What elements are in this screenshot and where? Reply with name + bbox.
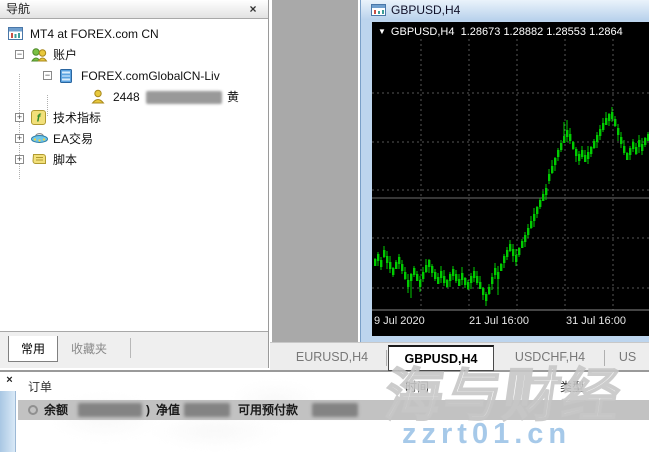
mt4-icon	[8, 26, 24, 47]
navigator-bottom-tabs: 常用 收藏夹	[0, 331, 268, 368]
orders-column-header[interactable]: 类型	[560, 380, 585, 394]
tree-connector	[19, 74, 20, 179]
free-margin-label: 可用预付款	[238, 403, 299, 417]
user-icon	[91, 89, 105, 110]
nav-tab-common[interactable]: 常用	[8, 336, 58, 362]
close-icon[interactable]: ×	[6, 374, 13, 386]
navigator-panel: 导航 × MT4 at FOREX.com CN − 账户 − FOREX.comGlo…	[0, 0, 269, 368]
script-icon	[31, 152, 47, 172]
tab-separator	[130, 338, 131, 358]
chart-window-titlebar[interactable]: GBPUSD,H4	[361, 0, 649, 20]
tree-item-label: FOREX.comGlobalCN-Liv	[81, 69, 220, 83]
redacted-balance-value	[78, 403, 142, 417]
chart-tab-gbpusdh4[interactable]: GBPUSD,H4	[388, 345, 494, 371]
svg-text:f: f	[37, 113, 42, 125]
terminal-side-strip	[0, 391, 16, 452]
account-summary-row[interactable]: 余额 ) 净值 可用预付款	[18, 400, 649, 420]
tree-item-label: 账户	[53, 48, 78, 62]
nav-tab-favorites[interactable]: 收藏夹	[70, 342, 107, 356]
chart-tab-bar: EURUSD,H4 GBPUSD,H4 USDCHF,H4 US	[270, 342, 649, 371]
chart-window-frame	[361, 336, 649, 342]
tree-item-server[interactable]: − FOREX.comGlobalCN-Liv	[0, 66, 268, 86]
svg-text:9 Jul 2020: 9 Jul 2020	[374, 315, 425, 327]
tab-separator	[386, 350, 387, 366]
close-icon[interactable]: ×	[249, 2, 257, 16]
balance-label: 余额	[44, 403, 69, 417]
chart-plot-area[interactable]: ▼ GBPUSD,H4 1.28673 1.28882 1.28553 1.286…	[372, 22, 649, 336]
navigator-header[interactable]: 导航 ×	[0, 0, 268, 19]
tree-connector	[47, 95, 48, 116]
chart-window: GBPUSD,H4 ▼ GBPUSD,H4 1.28673 1.28882 1.2…	[360, 0, 649, 342]
redacted-account-number	[146, 91, 222, 104]
chart-tab-usdchfh4[interactable]: USDCHF,H4	[514, 350, 586, 364]
redacted-region	[272, 0, 358, 342]
chart-icon	[371, 3, 386, 22]
chart-tab-us[interactable]: US	[618, 350, 637, 364]
status-icon	[28, 405, 38, 415]
expand-icon[interactable]: +	[15, 133, 24, 143]
tree-item-label: 2448	[113, 90, 140, 104]
orders-column-header[interactable]: 订单	[28, 380, 53, 394]
expand-icon[interactable]: +	[15, 112, 24, 122]
tree-item-label: 脚本	[53, 153, 78, 167]
expand-icon[interactable]: +	[15, 154, 24, 164]
equity-label: 净值	[156, 403, 181, 417]
navigator-title: 导航	[6, 2, 31, 16]
server-icon	[59, 68, 73, 90]
ea-icon	[31, 131, 48, 151]
tree-item-label: 技术指标	[53, 111, 102, 125]
accounts-icon	[31, 47, 48, 68]
tree-item-indicator[interactable]: + f 技术指标	[0, 108, 268, 128]
chart-tab-eurusdh4[interactable]: EURUSD,H4	[295, 350, 369, 364]
svg-text:31 Jul 16:00: 31 Jul 16:00	[566, 315, 626, 327]
collapse-icon[interactable]: −	[43, 70, 52, 80]
chart-window-title: GBPUSD,H4	[391, 3, 461, 17]
tree-item-mt4[interactable]: MT4 at FOREX.com CN	[0, 24, 268, 44]
indicator-icon: f	[31, 110, 46, 131]
chart-info-symbol: GBPUSD,H4	[390, 26, 455, 38]
paren-text: )	[146, 403, 150, 417]
tree-item-script[interactable]: + 脚本	[0, 150, 268, 170]
chart-info-ohlc: 1.28673 1.28882 1.28553 1.2864	[460, 26, 623, 38]
tree-item-user[interactable]: 2448 黄	[0, 87, 268, 107]
redacted-equity-value	[184, 403, 230, 417]
tree-item-ea[interactable]: + EA交易	[0, 129, 268, 149]
redacted-free-margin-value	[312, 403, 358, 417]
tab-separator	[604, 350, 605, 366]
tree-item-label: EA交易	[53, 132, 94, 146]
chevron-down-icon: ▼	[378, 27, 386, 36]
orders-column-header[interactable]: 时间	[405, 380, 430, 394]
tree-item-label: MT4 at FOREX.com CN	[30, 27, 159, 41]
chart-info-line: ▼ GBPUSD,H4 1.28673 1.28882 1.28553 1.286…	[378, 26, 623, 38]
collapse-icon[interactable]: −	[15, 49, 24, 59]
navigator-tree: MT4 at FOREX.com CN − 账户 − FOREX.comGlobalCN…	[0, 19, 268, 331]
account-name-suffix: 黄	[227, 90, 240, 104]
tree-item-accounts[interactable]: − 账户	[0, 45, 268, 65]
panel-divider	[0, 370, 649, 372]
candlestick-chart[interactable]: 9 Jul 2020 21 Jul 16:00 31 Jul 16:00	[372, 25, 649, 336]
svg-text:21 Jul 16:00: 21 Jul 16:00	[469, 315, 529, 327]
orders-panel: × 余额 ) 净值 可用预付款 订单 时间 类型	[0, 372, 649, 452]
